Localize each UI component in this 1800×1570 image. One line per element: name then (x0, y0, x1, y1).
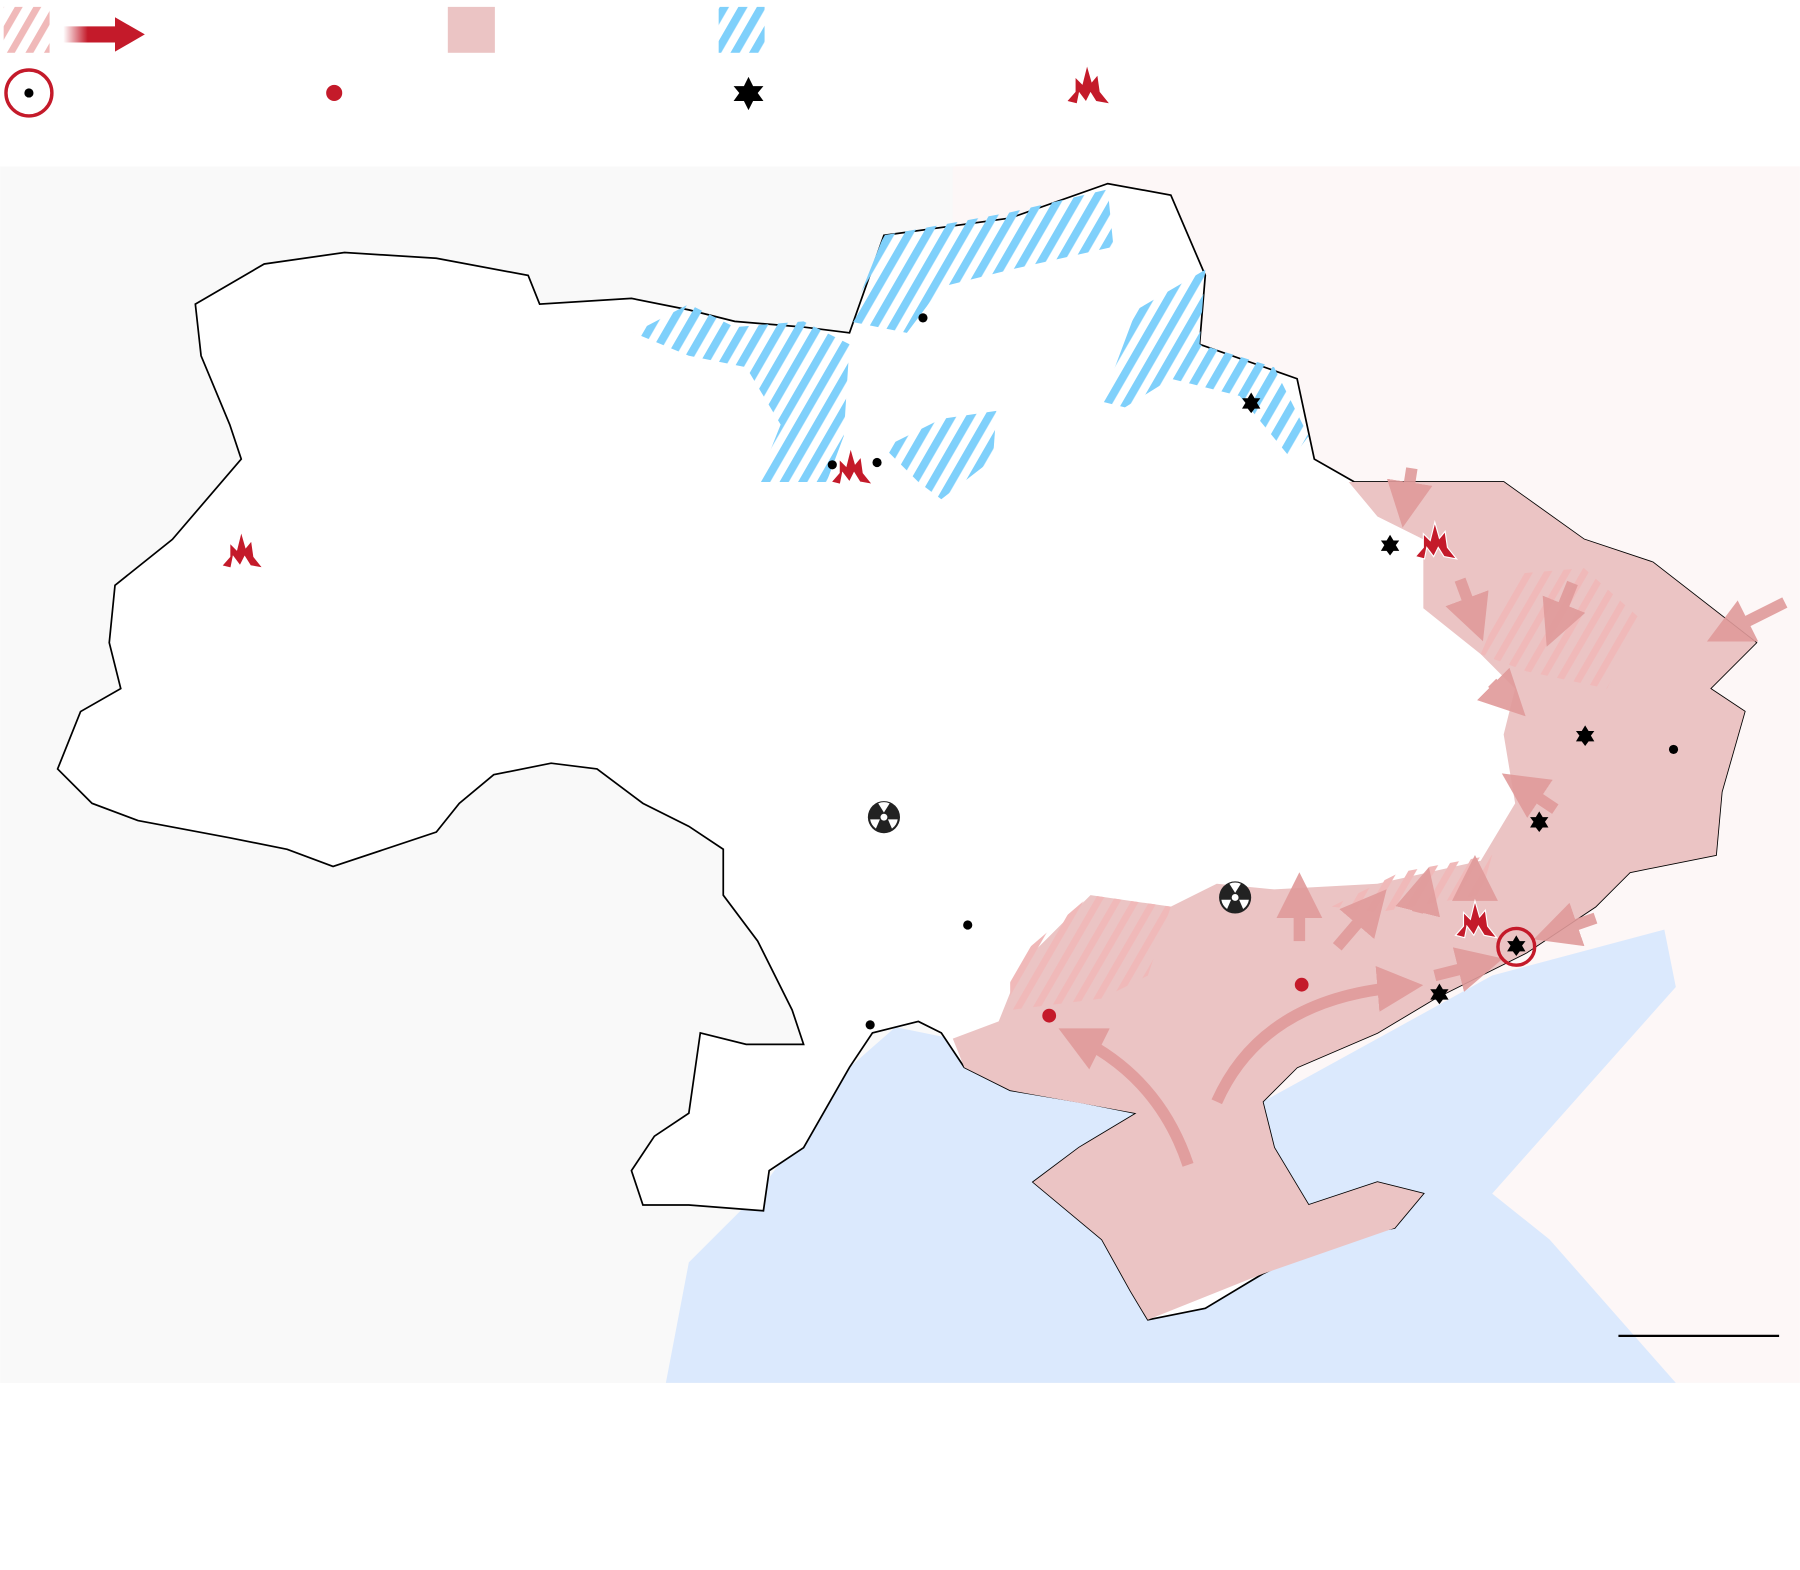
nuclear-plant-icon[interactable] (1219, 881, 1252, 914)
explosion-icon[interactable] (1414, 519, 1459, 560)
city-dot[interactable] (865, 1020, 875, 1030)
star-icon[interactable] (1242, 392, 1261, 414)
nuclear-plant-icon[interactable] (867, 801, 900, 834)
city-dot[interactable] (827, 460, 837, 470)
red-dot-icon[interactable] (1294, 977, 1309, 992)
arrow-donetsk (1501, 773, 1559, 818)
arrow-mariupol (1533, 902, 1598, 947)
city-dots (827, 313, 1679, 1030)
star-icon[interactable] (1507, 935, 1526, 957)
city-dot[interactable] (872, 457, 882, 468)
explosion-icon[interactable] (1454, 898, 1499, 939)
liberated-area-chernihiv (849, 189, 1114, 333)
city-dot[interactable] (918, 313, 928, 323)
legend-occupied-swatch (447, 6, 495, 53)
legend-star-icon (733, 76, 764, 111)
arrow-kharkiv (1386, 467, 1433, 528)
arrow-izium (1445, 577, 1489, 642)
contested-area-south (1010, 895, 1171, 1010)
red-dots (1042, 977, 1309, 1023)
arrow-berdyansk (1433, 947, 1503, 992)
star-icon[interactable] (1530, 811, 1549, 833)
star-markers (1242, 392, 1595, 1005)
legend-advance-arrow-icon (63, 17, 145, 52)
arrow-sloviansk (1476, 667, 1526, 717)
arrow-north-3 (1395, 867, 1441, 918)
encircled-city-icon[interactable] (1496, 926, 1537, 967)
star-icon[interactable] (1380, 534, 1400, 556)
explosion-icon[interactable] (220, 529, 265, 569)
arrow-east (1706, 597, 1788, 642)
legend (3, 6, 1109, 118)
liberated-area-sumy (1101, 269, 1309, 460)
arrow-north-2 (1332, 889, 1387, 951)
red-dot-icon[interactable] (1042, 1008, 1057, 1023)
arrow-crimea-east (1211, 966, 1424, 1105)
liberated-area-east-kyiv (883, 410, 997, 500)
liberated-area-kyiv (633, 304, 850, 483)
city-dot[interactable] (1668, 744, 1679, 755)
star-icon[interactable] (1430, 983, 1449, 1005)
city-dot[interactable] (963, 920, 973, 930)
legend-explosion-icon (1067, 66, 1109, 104)
explosion-icon[interactable] (830, 445, 874, 486)
legend-hatch-blue-swatch (718, 6, 765, 53)
star-icon[interactable] (1575, 725, 1595, 746)
arrow-crimea-west (1058, 1028, 1194, 1167)
arrow-severodonetsk (1542, 580, 1586, 647)
legend-hatch-pink-swatch (3, 6, 50, 53)
legend-red-dot-icon (326, 84, 343, 101)
legend-encircled-icon (4, 68, 54, 118)
advance-arrows (1058, 467, 1788, 1167)
explosion-markers (220, 445, 1499, 939)
